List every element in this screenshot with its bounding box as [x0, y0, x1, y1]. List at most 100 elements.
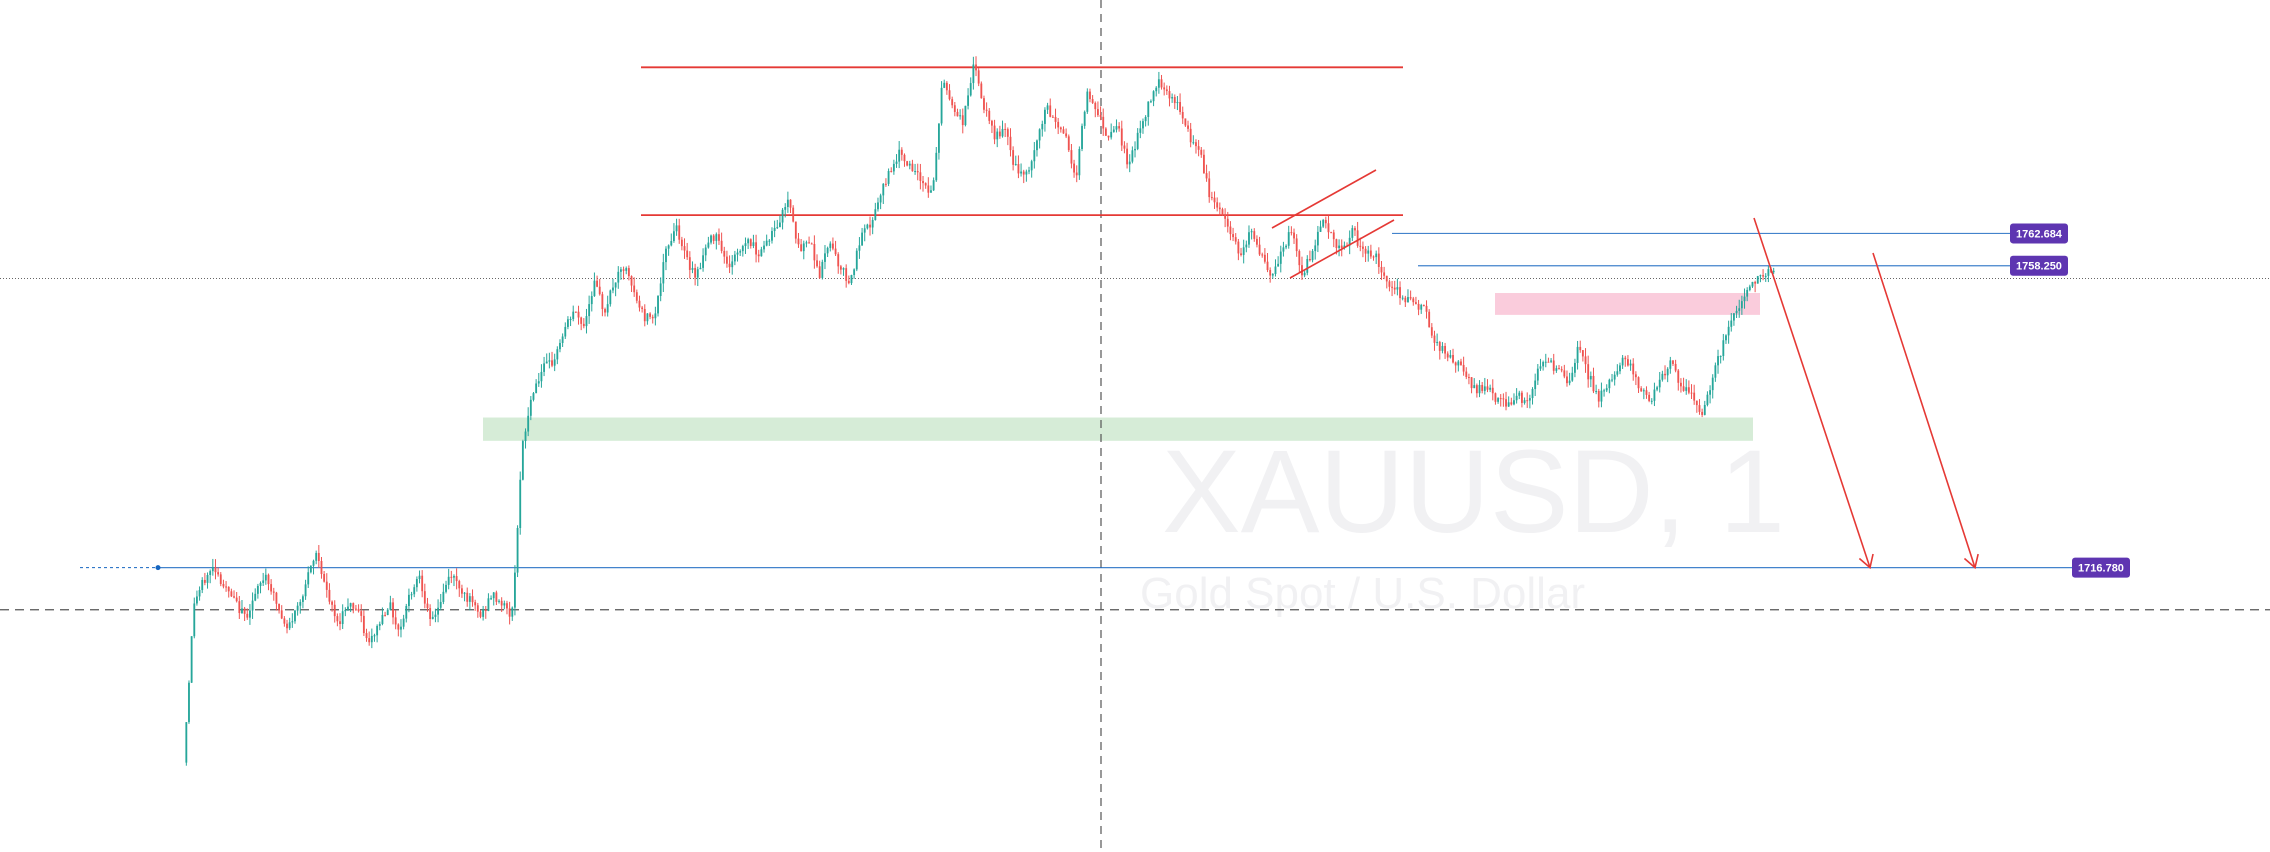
candle-body — [1412, 298, 1415, 303]
candle-body — [1693, 392, 1696, 401]
candle-body — [1361, 246, 1364, 249]
candle-body — [914, 171, 917, 173]
candle-body — [1518, 392, 1521, 396]
candle-body — [569, 318, 572, 320]
candle-body — [222, 583, 225, 587]
candle-body — [1566, 376, 1568, 384]
candle-body — [243, 608, 246, 614]
candle-body — [641, 307, 644, 309]
candle-body — [1099, 115, 1102, 117]
candle-body — [670, 241, 673, 246]
candle-body — [818, 266, 821, 278]
candle-body — [776, 227, 779, 229]
candle-body — [1139, 128, 1142, 133]
candle-body — [1515, 395, 1518, 401]
candle-body — [593, 280, 596, 297]
candle-body — [341, 611, 344, 625]
candle-body — [1356, 230, 1359, 246]
candle-body — [551, 360, 553, 366]
candle-body — [233, 596, 235, 598]
candle-body — [749, 239, 752, 246]
candle-body — [951, 99, 954, 106]
candle-body — [678, 225, 681, 240]
candle-body — [543, 363, 546, 372]
candle-body — [1051, 116, 1054, 118]
annotations-layer — [1271, 169, 1979, 570]
candle-body — [858, 245, 861, 251]
candle-body — [1096, 109, 1099, 116]
candle-body — [630, 276, 633, 286]
candle-body — [1634, 374, 1637, 378]
candle-body — [267, 574, 270, 585]
candle-body — [1695, 400, 1698, 406]
candle-body — [617, 271, 620, 283]
candle-body — [1075, 172, 1078, 176]
candle-body — [1449, 355, 1452, 358]
candle-body — [1558, 368, 1560, 370]
price-tags-layer: 1762.684 1758.250 1716.780 — [2010, 223, 2130, 578]
candle-body — [1176, 102, 1179, 104]
watermark-description: Gold Spot / U.S. Dollar — [1140, 569, 1585, 618]
candle-body — [773, 227, 776, 232]
candle-body — [1393, 287, 1396, 290]
candle-body — [741, 246, 744, 252]
candle-body — [1640, 388, 1643, 392]
candle-body — [1568, 380, 1571, 384]
candle-body — [866, 224, 869, 229]
candle-body — [251, 600, 254, 611]
candle-body — [1046, 105, 1049, 110]
candle-body — [1404, 297, 1407, 303]
candle-body — [1499, 398, 1502, 400]
candle-body — [1181, 111, 1184, 119]
candle-body — [495, 592, 498, 602]
candle-body — [1343, 245, 1346, 248]
candle-body — [900, 149, 903, 155]
candle-body — [1134, 148, 1136, 151]
candle-body — [320, 560, 323, 575]
candle-body — [977, 70, 980, 84]
candle-body — [1009, 136, 1012, 151]
candle-body — [1478, 384, 1481, 394]
candle-body — [360, 611, 363, 616]
candle-body — [625, 268, 628, 271]
candle-body — [1237, 241, 1240, 254]
candle-body — [577, 311, 580, 318]
candle-body — [1460, 361, 1462, 365]
candle-body — [1595, 391, 1598, 393]
candle-body — [1385, 275, 1388, 282]
candle-body — [280, 610, 283, 619]
candle-body — [476, 605, 479, 612]
candle-body — [1375, 253, 1378, 258]
candle-body — [304, 584, 307, 597]
candle-body — [256, 585, 259, 594]
candle-body — [1661, 373, 1664, 380]
candle-body — [1422, 304, 1425, 306]
candle-body — [1611, 379, 1613, 381]
candle-body — [301, 596, 304, 602]
candle-body — [1475, 385, 1478, 394]
candle-body — [511, 607, 514, 617]
candle-body — [871, 220, 874, 228]
candle-body — [1467, 377, 1470, 379]
candle-body — [1081, 125, 1083, 150]
candle-body — [1367, 250, 1370, 254]
candle-body — [1544, 361, 1547, 363]
candle-body — [712, 235, 715, 241]
candle-body — [983, 98, 985, 110]
candle-body — [1261, 254, 1264, 256]
candle-body — [763, 245, 765, 250]
candle-body — [1613, 374, 1616, 380]
candle-body — [572, 311, 575, 319]
candle-body — [219, 574, 222, 584]
candle-body — [1229, 226, 1232, 235]
candle-body — [821, 261, 824, 278]
candle-body — [996, 131, 999, 140]
candle-body — [1725, 335, 1727, 341]
candle-body — [1560, 369, 1563, 371]
candle-body — [307, 572, 310, 585]
candle-body — [1107, 135, 1110, 138]
candle-body — [1123, 145, 1126, 149]
candle-body — [601, 294, 604, 310]
